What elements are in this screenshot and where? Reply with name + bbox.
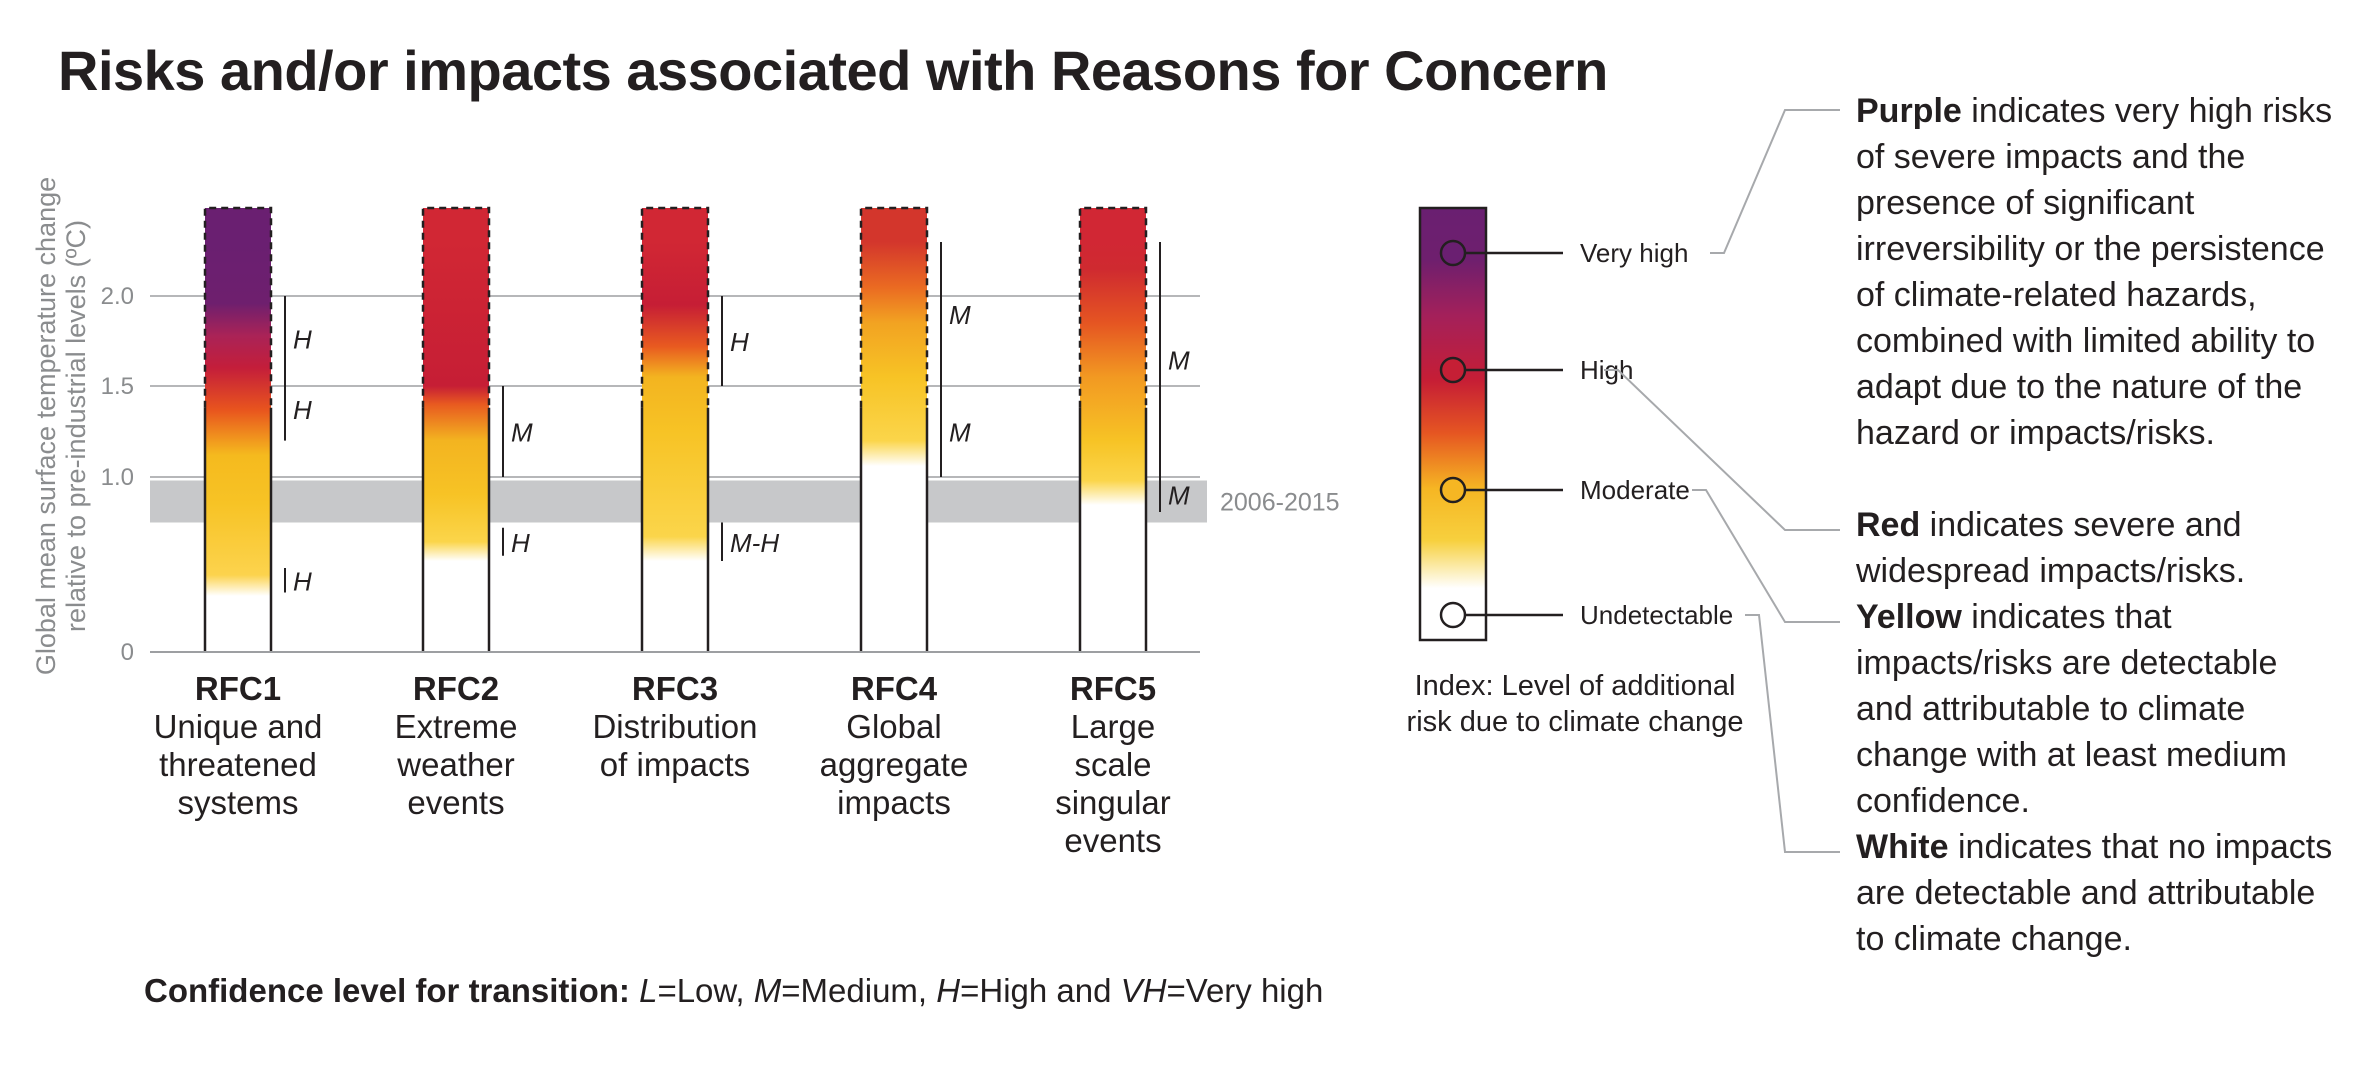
y-tick-label-1.0: 1.0 (101, 464, 134, 491)
transition-label-rfc1-0: H (293, 566, 312, 596)
rfc-label-rfc3: RFC3 Distribution of impacts (565, 670, 785, 784)
y-tick-label-1.5: 1.5 (101, 373, 134, 400)
index-dot-high (1439, 356, 1467, 384)
bar-rfc2 (423, 208, 489, 652)
rfc-label-rfc4: RFC4 Global aggregate impacts (784, 670, 1004, 822)
bar-rfc3-dashed-outline (640, 206, 710, 408)
index-dot-very-high (1439, 239, 1467, 267)
index-color-bar (1418, 206, 1488, 642)
chart-title: Risks and/or impacts associated with Rea… (58, 39, 1608, 102)
confidence-code-vh: VH (1120, 972, 1167, 1009)
rfc-code: RFC1 (194, 670, 282, 707)
connector-purple (1710, 109, 1840, 254)
index-dot-undetectable (1439, 601, 1467, 629)
rfc-name: Large scale singular events (1055, 708, 1171, 859)
transition-label-rfc3-0: M-H (730, 528, 779, 558)
rfc-label-rfc1: RFC1 Unique and threatened systems (128, 670, 348, 822)
y-tick-label-2.0: 2.0 (101, 283, 134, 310)
transition-label-rfc1-1: H (293, 395, 312, 425)
connector-yellow (1692, 489, 1840, 623)
index-caption: Index: Level of additional risk due to c… (1406, 670, 1744, 738)
red-text: indicates severe and widespread impacts/… (1856, 506, 2246, 590)
bar-rfc5 (1080, 208, 1146, 652)
confidence-meaning-h: =High and (960, 972, 1121, 1009)
rfc-code: RFC2 (412, 670, 500, 707)
rfc-label-rfc5: RFC5 Large scale singular events (1003, 670, 1223, 860)
confidence-code-h: H (936, 972, 961, 1009)
bar-rfc4 (861, 208, 927, 652)
index-dot-moderate (1439, 476, 1467, 504)
confidence-meaning-l: =Low, (657, 972, 754, 1009)
red-description: Red indicates severe and widespread impa… (1856, 502, 2336, 594)
confidence-code-m: M (753, 972, 782, 1009)
red-key: Red (1856, 506, 1921, 544)
rfc-name: Global aggregate impacts (819, 708, 969, 821)
reference-band-label: 2006-2015 (1220, 489, 1340, 517)
confidence-meaning-vh: =Very high (1166, 972, 1324, 1009)
bar-rfc1-dashed-outline (203, 206, 273, 408)
transition-label-rfc2-0: H (511, 528, 530, 558)
rfc-name: Extreme weather events (394, 708, 518, 821)
rfc-name: Distribution of impacts (592, 708, 758, 783)
y-tick-label-0: 0 (121, 639, 134, 666)
yellow-key: Yellow (1856, 598, 1962, 636)
yellow-text: indicates that impacts/risks are detecta… (1856, 598, 2287, 820)
bar-rfc5-dashed-outline (1078, 206, 1148, 408)
purple-text: indicates very high risks of severe impa… (1856, 92, 2333, 452)
rfc-name: Unique and threatened systems (153, 708, 323, 821)
bar-rfc4-dashed-outline (859, 206, 929, 408)
confidence-code-l: L (639, 972, 658, 1009)
yellow-description: Yellow indicates that impacts/risks are … (1856, 594, 2336, 824)
white-key: White (1856, 828, 1949, 866)
confidence-meaning-m: =Medium, (781, 972, 937, 1009)
rfc-label-rfc2: RFC2 Extreme weather events (346, 670, 566, 822)
transition-label-rfc1-2: H (293, 324, 312, 354)
bar-rfc1 (205, 208, 271, 652)
purple-key: Purple (1856, 92, 1962, 130)
white-description: White indicates that no impacts are dete… (1856, 824, 2336, 962)
index-level-label-moderate: Moderate (1580, 475, 1690, 505)
transition-label-rfc5-1: M (1168, 346, 1190, 376)
transition-label-rfc2-1: M (511, 418, 533, 448)
transition-label-rfc5-0: M (1168, 481, 1190, 511)
rfc-code: RFC4 (850, 670, 938, 707)
connector-red (1604, 369, 1840, 531)
confidence-legend: Confidence level for transition: L=Low, … (144, 972, 1323, 1010)
connector-white (1745, 614, 1840, 853)
transition-label-rfc4-1: M (949, 300, 971, 330)
transition-label-rfc3-1: H (730, 327, 749, 357)
bar-rfc3 (642, 208, 708, 652)
purple-description: Purple indicates very high risks of seve… (1856, 88, 2336, 456)
rfc-code: RFC3 (631, 670, 719, 707)
confidence-prefix: Confidence level for transition: (144, 972, 640, 1009)
rfc-code: RFC5 (1069, 670, 1157, 707)
transition-label-rfc4-0: M (949, 418, 971, 448)
index-level-label-undetectable: Undetectable (1580, 600, 1733, 630)
white-text: indicates that no impacts are detectable… (1856, 828, 2333, 958)
index-level-label-very-high: Very high (1580, 238, 1688, 268)
bar-rfc2-dashed-outline (421, 206, 491, 408)
